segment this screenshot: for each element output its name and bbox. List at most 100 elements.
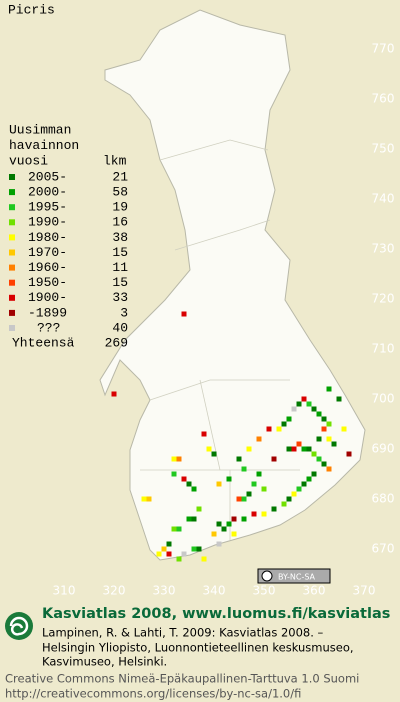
x-tick-label: 310 [53, 584, 76, 598]
badge-text: BY-NC-SA [278, 573, 316, 582]
observation-square [171, 526, 177, 532]
observation-square [196, 546, 202, 552]
cc-badge: BY-NC-SA [257, 568, 331, 584]
observation-square [306, 401, 312, 407]
legend-label: 2005- [28, 169, 67, 184]
observation-square [336, 396, 342, 402]
legend-swatch [9, 264, 15, 271]
x-tick-label: 360 [303, 584, 326, 598]
observation-square [316, 411, 322, 417]
observation-square [316, 436, 322, 442]
legend-count-header: lkm [103, 153, 127, 168]
y-tick-label: 710 [372, 342, 395, 356]
legend-swatch [9, 174, 15, 180]
observation-square [296, 486, 302, 492]
observation-square [141, 496, 147, 502]
observation-square [301, 446, 307, 452]
observation-square [156, 551, 162, 557]
observation-square [216, 541, 222, 547]
observation-square [256, 436, 262, 442]
observation-square [261, 511, 267, 517]
observation-square [211, 451, 217, 457]
legend-swatch [9, 325, 15, 331]
y-tick-label: 720 [372, 292, 395, 306]
observation-square [181, 551, 187, 557]
observation-square [171, 456, 177, 462]
observation-square [231, 531, 237, 537]
legend-count: 15 [112, 275, 128, 290]
observation-square [266, 426, 272, 432]
observation-square [241, 516, 247, 522]
x-tick-label: 320 [103, 584, 126, 598]
legend-label: 1980- [28, 230, 67, 245]
observation-square [286, 446, 292, 452]
observation-square [216, 521, 222, 527]
observation-square [191, 546, 197, 552]
finland-outline [99, 9, 366, 561]
observation-square [291, 491, 297, 497]
observation-square [201, 556, 207, 562]
legend-title: Uusimman [9, 122, 71, 137]
observation-square [281, 501, 287, 507]
observation-square [271, 506, 277, 512]
observation-square [246, 446, 252, 452]
observation-square [296, 401, 302, 407]
observation-square [181, 311, 187, 317]
observation-square [256, 471, 262, 477]
observation-square [251, 511, 257, 517]
observation-square [176, 556, 182, 562]
citation-line: Helsingin Yliopisto, Luonnontieteellinen… [42, 641, 354, 655]
y-tick-label: 700 [372, 392, 395, 406]
y-tick-label: 670 [372, 542, 395, 556]
legend-swatch [9, 204, 15, 211]
observation-square [236, 496, 242, 502]
legend-swatch [9, 249, 15, 256]
legend-swatch [9, 219, 15, 226]
observation-square [196, 506, 202, 512]
legend-swatch [9, 294, 15, 301]
observation-square [321, 461, 327, 467]
observation-square [321, 426, 327, 432]
observation-square [181, 476, 187, 482]
license-line: http://creativecommons.org/licenses/by-n… [5, 687, 301, 701]
observation-square [231, 516, 237, 522]
legend-count: 21 [112, 169, 128, 184]
legend-total: 269 [105, 336, 128, 351]
observation-square [301, 481, 307, 487]
observation-square [341, 426, 347, 432]
observation-square [301, 396, 307, 402]
observation-square [206, 446, 212, 452]
observation-square [146, 496, 152, 502]
observation-square [306, 476, 312, 482]
legend-count: 3 [120, 305, 128, 320]
legend-count: 11 [112, 260, 128, 275]
legend-label: 1900- [28, 290, 67, 305]
x-tick-label: 370 [353, 584, 376, 598]
y-tick-label: 730 [372, 242, 395, 256]
region-lines [140, 139, 300, 540]
observation-square [111, 391, 117, 397]
legend-title: vuosi [9, 153, 48, 168]
legend-count: 33 [112, 290, 128, 305]
observation-square [226, 521, 232, 527]
observation-square [186, 481, 192, 487]
y-tick-label: 690 [372, 442, 395, 456]
legend-swatch [9, 189, 15, 196]
observation-square [296, 441, 302, 447]
legend-count: 58 [112, 185, 128, 200]
x-tick-label: 330 [153, 584, 176, 598]
legend-label: 1995- [28, 200, 67, 215]
observation-square [241, 496, 247, 502]
y-tick-label: 750 [372, 142, 395, 156]
footer-heading: Kasviatlas 2008, www.luomus.fi/kasviatla… [42, 606, 390, 622]
observation-square [251, 481, 257, 487]
legend-label: 1970- [28, 245, 67, 260]
observation-square [286, 496, 292, 502]
legend-count: 19 [112, 200, 128, 215]
observation-square [211, 531, 217, 537]
observation-square [291, 406, 297, 412]
y-tick-label: 680 [372, 492, 395, 506]
observation-square [241, 466, 247, 472]
y-tick-label: 770 [372, 42, 395, 56]
